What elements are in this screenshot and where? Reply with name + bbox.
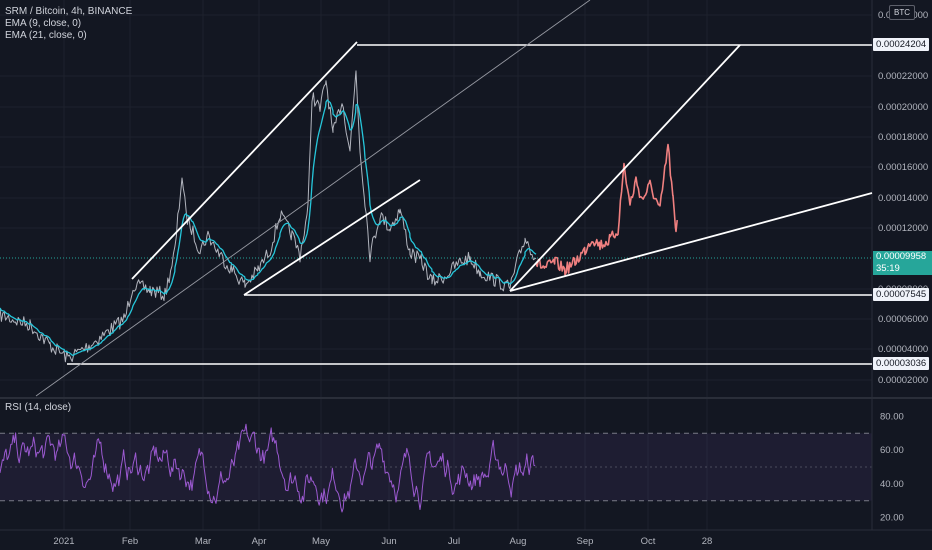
rsi-axis-label: 40.00 [880, 479, 904, 490]
price-axis-label: 0.00004000 [878, 344, 928, 355]
time-axis[interactable]: 2021 Feb Mar Apr May Jun Jul Aug Sep Oct 28 [53, 536, 712, 547]
price-line [0, 70, 537, 363]
time-axis-label: Feb [122, 536, 138, 547]
time-axis-label: Oct [641, 536, 656, 547]
price-axis-label: 0.00006000 [878, 314, 928, 325]
rsi-legend[interactable]: RSI (14, close) [5, 402, 72, 413]
resistance-price-tag: 0.00024204 [873, 38, 930, 51]
time-axis-label: Apr [252, 536, 267, 547]
long-trend-line[interactable] [35, 0, 591, 397]
grid [0, 0, 872, 530]
price-axis-label: 0.00012000 [878, 223, 928, 234]
time-axis-label: May [312, 536, 330, 547]
time-axis-label: Sep [577, 536, 594, 547]
rsi-axis-label: 60.00 [880, 445, 904, 456]
breakout-lower-trendline[interactable] [509, 192, 873, 292]
breakout-upper-trendline[interactable] [509, 44, 741, 292]
time-axis-label: Jul [448, 536, 460, 547]
projection-line [535, 143, 678, 276]
price-axis-label: 0.00018000 [878, 132, 928, 143]
ema9-legend[interactable]: EMA (9, close, 0) [5, 18, 82, 29]
price-axis-label: 0.00014000 [878, 193, 928, 204]
ema-line [0, 99, 537, 356]
bottom-price-tag: 0.00003036 [873, 357, 930, 370]
time-axis-label: Aug [510, 536, 527, 547]
rsi-axis[interactable]: 80.00 60.00 40.00 20.00 [880, 411, 904, 523]
price-axis-label: 0.00002000 [878, 375, 928, 386]
time-axis-label: 2021 [53, 536, 74, 547]
last-price-tag: 0.00009958 35:19 [873, 251, 932, 275]
rising-channel-lower-line[interactable] [243, 179, 421, 296]
price-axis[interactable]: 0.000260000.000220000.000200000.00018000… [878, 10, 928, 386]
rising-channel-upper-line[interactable] [131, 41, 358, 280]
time-axis-label: Jun [381, 536, 396, 547]
trendlines[interactable] [35, 0, 873, 397]
chart-title[interactable]: SRM / Bitcoin, 4h, BINANCE [5, 6, 133, 17]
rsi-axis-label: 20.00 [880, 513, 904, 524]
bar-countdown: 35:19 [876, 263, 900, 274]
support-price-tag: 0.00007545 [873, 288, 930, 301]
ema21-legend[interactable]: EMA (21, close, 0) [5, 30, 87, 41]
price-axis-label: 0.00022000 [878, 71, 928, 82]
price-axis-label: 0.00020000 [878, 102, 928, 113]
time-axis-label: 28 [702, 536, 713, 547]
currency-badge[interactable]: BTC [889, 5, 915, 20]
rsi-line [0, 423, 536, 513]
last-price-value: 0.00009958 [876, 251, 927, 262]
rsi-axis-label: 80.00 [880, 411, 904, 422]
price-axis-label: 0.00016000 [878, 162, 928, 173]
time-axis-label: Mar [195, 536, 211, 547]
